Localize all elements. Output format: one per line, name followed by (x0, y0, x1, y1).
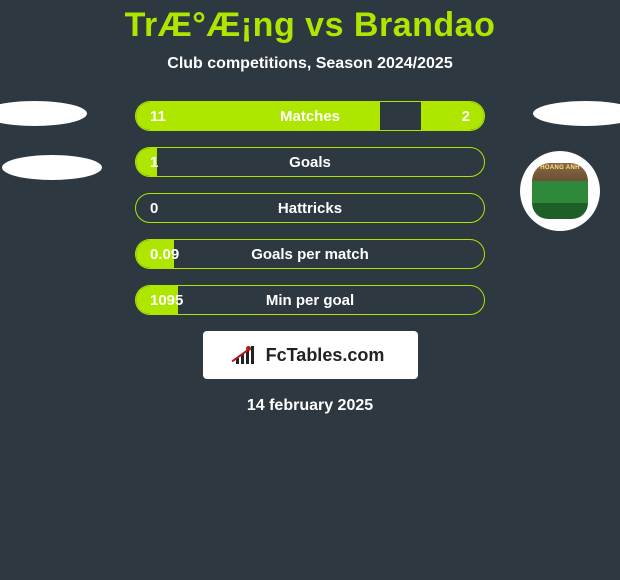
stat-label: Matches (136, 108, 484, 125)
left-placeholder-icon (0, 101, 87, 126)
stat-row: 0.09Goals per match (135, 239, 485, 269)
site-logo: FcTables.com (203, 331, 418, 379)
stat-label: Hattricks (136, 200, 484, 217)
left-placeholder2-icon (2, 155, 102, 180)
page-subtitle: Club competitions, Season 2024/2025 (0, 55, 620, 73)
team-badge-text: HOANG ANH (532, 165, 588, 171)
stat-row: 0Hattricks (135, 193, 485, 223)
stat-label: Goals per match (136, 246, 484, 263)
stat-row: 1Goals (135, 147, 485, 177)
page-title: TrÆ°Æ¡ng vs Brandao (0, 0, 620, 45)
stats-area: HOANG ANH 11Matches2 1Goals 0Hattricks 0.09… (0, 101, 620, 315)
date-text: 14 february 2025 (0, 397, 620, 415)
stat-row: 11Matches2 (135, 101, 485, 131)
stat-row: 1095Min per goal (135, 285, 485, 315)
stat-label: Goals (136, 154, 484, 171)
stats-rows: 11Matches2 1Goals 0Hattricks 0.09Goals per … (135, 101, 485, 315)
stat-label: Min per goal (136, 292, 484, 309)
logo-text: FcTables.com (266, 345, 385, 366)
right-placeholder-icon (533, 101, 620, 126)
team-badge-icon: HOANG ANH (520, 151, 600, 231)
stat-right-value: 2 (462, 108, 484, 125)
